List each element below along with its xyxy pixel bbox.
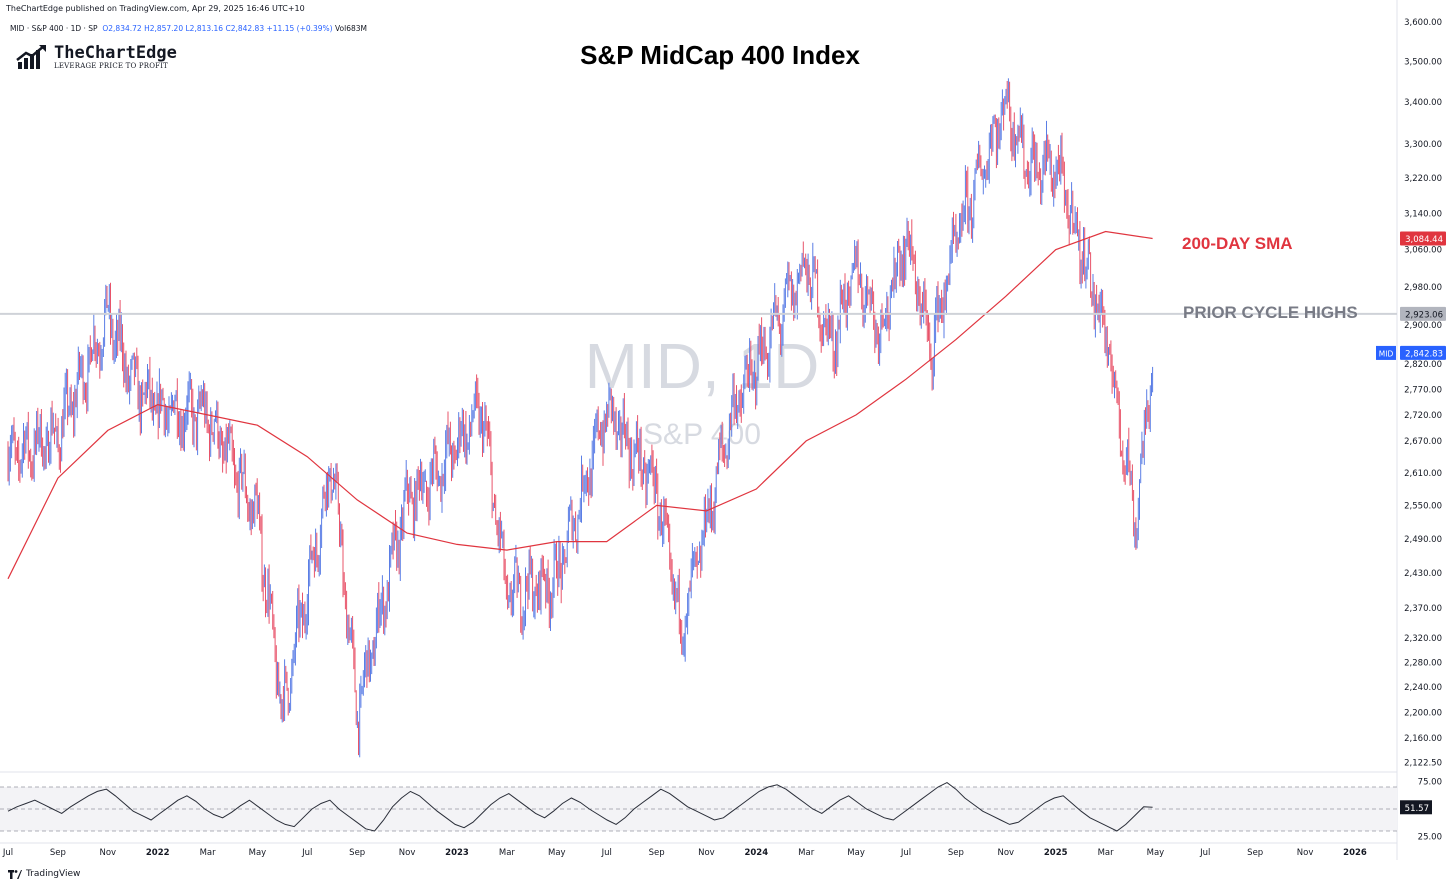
y-tick-label: 2,280.00 (1404, 658, 1442, 668)
x-tick-label: Sep (349, 848, 365, 858)
y-tick-label: 2,200.00 (1404, 708, 1442, 718)
brand-tagline: LEVERAGE PRICE TO PROFIT (54, 62, 169, 70)
x-tick-label: Mar (798, 848, 815, 858)
footer-label: TradingView (26, 869, 81, 879)
x-tick-label: Sep (649, 848, 665, 858)
y-tick-label: 2,720.00 (1404, 411, 1442, 421)
y-tick-label: 2,770.00 (1404, 385, 1442, 395)
x-tick-label: Jul (601, 848, 612, 858)
y-tick-label: 3,140.00 (1404, 210, 1442, 220)
x-tick-label: Jul (900, 848, 911, 858)
prior-high-value-label: 2,923.06 (1405, 310, 1443, 320)
y-tick-label: 2,670.00 (1404, 437, 1442, 447)
ohlc-legend: MID · S&P 400 · 1D · SP O2,834.72 H2,857… (10, 24, 367, 33)
brand-name: TheChartEdge (54, 43, 177, 63)
rsi-value-bg (1400, 800, 1432, 815)
symbol-tag-bg (1376, 345, 1396, 360)
x-tick-label: Mar (1098, 848, 1115, 858)
y-tick-label: 2,610.00 (1404, 469, 1442, 479)
x-tick-label: Nov (998, 848, 1015, 858)
high-value: H2,857.20 (144, 24, 184, 33)
x-tick-label: Sep (1247, 848, 1263, 858)
prior-cycle-highs-annotation: PRIOR CYCLE HIGHS (1183, 303, 1358, 322)
attribution-text: TheChartEdge published on TradingView.co… (6, 4, 305, 13)
x-tick-label: Nov (399, 848, 416, 858)
x-tick-label: Nov (100, 848, 117, 858)
low-value: L2,813.16 (185, 24, 224, 33)
footer: TradingView (8, 869, 80, 879)
chart-edge-logo-icon (16, 45, 46, 69)
y-tick-label: 2,122.50 (1404, 759, 1442, 769)
y-tick-label: 2,240.00 (1404, 683, 1442, 693)
tradingview-logo-icon (8, 869, 22, 879)
y-tick-label: 2,900.00 (1404, 321, 1442, 331)
y-tick-label: 2,820.00 (1404, 360, 1442, 370)
rsi-tick-label: 25.00 (1418, 833, 1442, 843)
x-tick-label: 2025 (1044, 848, 1068, 858)
x-tick-label: Mar (200, 848, 217, 858)
x-tick-label: May (1147, 848, 1165, 858)
x-tick-label: Nov (698, 848, 715, 858)
x-tick-label: Jul (301, 848, 312, 858)
y-tick-label: 2,370.00 (1404, 604, 1442, 614)
y-tick-label: 2,490.00 (1404, 535, 1442, 545)
y-tick-label: 2,160.00 (1404, 734, 1442, 744)
rsi-band (0, 787, 1397, 831)
y-tick-label: 3,300.00 (1404, 140, 1442, 150)
x-tick-label: 2024 (744, 848, 768, 858)
x-tick-label: May (249, 848, 267, 858)
x-tick-label: 2026 (1343, 848, 1367, 858)
x-tick-label: Sep (50, 848, 66, 858)
open-value: O2,834.72 (102, 24, 142, 33)
x-tick-label: Nov (1297, 848, 1314, 858)
y-tick-label: 3,060.00 (1404, 246, 1442, 256)
sma-value-label-bg (1400, 231, 1446, 246)
volume-value: Vol683M (335, 24, 368, 33)
close-value: C2,842.83 (225, 24, 265, 33)
brand-logo: TheChartEdge LEVERAGE PRICE TO PROFIT (16, 44, 177, 70)
prior-high-value-label-bg (1400, 306, 1446, 321)
y-tick-label: 3,600.00 (1404, 18, 1442, 28)
x-tick-label: 2023 (445, 848, 469, 858)
x-tick-label: Mar (499, 848, 516, 858)
watermark-symbol: MID, 1D (585, 330, 820, 402)
y-tick-label: 2,430.00 (1404, 569, 1442, 579)
x-tick-label: Jul (1199, 848, 1210, 858)
y-tick-label: 3,220.00 (1404, 174, 1442, 184)
y-tick-label: 2,980.00 (1404, 283, 1442, 293)
change-value: +11.15 (+0.39%) (266, 24, 333, 33)
x-tick-label: Sep (948, 848, 964, 858)
x-tick-label: Jul (2, 848, 13, 858)
y-tick-label: 2,550.00 (1404, 501, 1442, 511)
y-tick-label: 3,400.00 (1404, 98, 1442, 108)
rsi-value-label: 51.57 (1405, 804, 1429, 814)
x-tick-label: May (847, 848, 865, 858)
y-tick-label: 3,500.00 (1404, 57, 1442, 67)
watermark-name: S&P 400 (643, 418, 761, 451)
chart-title: S&P MidCap 400 Index (580, 40, 860, 70)
sma-annotation: 200-DAY SMA (1182, 234, 1293, 253)
symbol-tag: MID (1379, 349, 1394, 358)
sma-value-label: 3,084.44 (1405, 235, 1443, 245)
rsi-line (7, 782, 1153, 832)
last-price-label-bg (1400, 345, 1446, 360)
sma-200-line (7, 230, 1153, 580)
y-tick-label: 2,320.00 (1404, 634, 1442, 644)
last-price-label: 2,842.83 (1405, 349, 1443, 359)
symbol-line: MID · S&P 400 · 1D · SP (10, 24, 98, 33)
rsi-tick-label: 75.00 (1418, 778, 1442, 788)
x-tick-label: May (548, 848, 566, 858)
x-tick-label: 2022 (146, 848, 170, 858)
